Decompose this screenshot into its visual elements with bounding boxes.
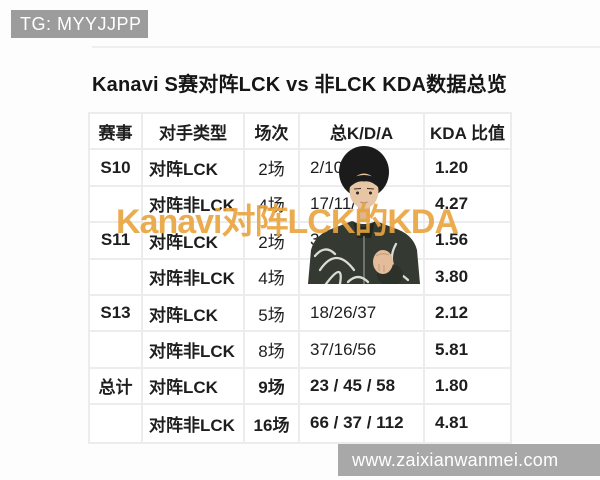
- cell-games: 4场: [245, 186, 300, 222]
- cell-ratio: 3.80: [435, 266, 469, 286]
- cell-opponent: 对阵LCK: [143, 295, 245, 331]
- page-title: Kanavi S赛对阵LCK vs 非LCK KDA数据总览: [92, 74, 507, 96]
- cell-opponent: 对阵LCK: [143, 368, 245, 404]
- cell-games: 4场: [245, 259, 300, 294]
- cell-ratio: 1.20: [435, 157, 469, 177]
- cell-opponent: 对阵LCK: [143, 150, 245, 185]
- cell-games: 2场: [245, 223, 300, 258]
- cell-kda: 23 / 45 / 58: [300, 368, 425, 404]
- cell-event: S10: [90, 150, 143, 185]
- table-row: 对阵非LCK 4场 17/11/ 4.27: [90, 186, 510, 224]
- kanavi-photo: [308, 146, 420, 284]
- cell-kda: [300, 259, 425, 294]
- cell-games: 9场: [245, 368, 300, 404]
- cell-event: [90, 259, 143, 294]
- cell-event: [90, 405, 143, 442]
- cell-opponent: 对阵非LCK: [143, 186, 245, 222]
- table-row: 对阵非LCK 8场 37/16/56 5.81: [90, 332, 510, 369]
- cell-kda: 3: [300, 223, 425, 258]
- site-watermark-bar: www.zaixianwanmei.com: [338, 444, 600, 476]
- header-games: 场次: [245, 114, 300, 149]
- cell-ratio: 2.12: [435, 303, 469, 323]
- cell-event: S11: [90, 223, 143, 258]
- cell-event: [90, 332, 143, 367]
- header-opponent: 对手类型: [143, 114, 245, 149]
- cell-opponent: 对阵非LCK: [143, 259, 245, 294]
- table-row: S10 对阵LCK 2场 2/10/ 1.20: [90, 150, 510, 187]
- cell-kda: 2/10/: [300, 150, 425, 185]
- table-row-totals: 总计 对阵LCK 9场 23 / 45 / 58 1.80: [90, 368, 510, 406]
- table-row: 对阵非LCK 4场 3.80: [90, 259, 510, 296]
- cell-games: 2场: [245, 150, 300, 185]
- cell-opponent: 对阵LCK: [143, 223, 245, 258]
- cell-games: 16场: [245, 405, 300, 442]
- cell-games: 5场: [245, 295, 300, 331]
- cell-opponent: 对阵非LCK: [143, 405, 245, 442]
- tg-watermark-badge: TG: MYYJJPP: [11, 10, 148, 38]
- cell-kda: 17/11/: [300, 186, 425, 222]
- cell-opponent: 对阵非LCK: [143, 332, 245, 367]
- cell-ratio: 4.27: [435, 193, 469, 213]
- kda-table: 赛事 对手类型 场次 总K/D/A KDA 比值 S10 对阵LCK 2场 2/…: [88, 112, 512, 444]
- cell-event: 总计: [90, 368, 143, 404]
- table-header-row: 赛事 对手类型 场次 总K/D/A KDA 比值: [90, 114, 510, 151]
- cell-kda: 37/16/56: [300, 332, 425, 367]
- cell-ratio: 4.81: [435, 413, 469, 433]
- cell-event: S13: [90, 295, 143, 331]
- divider: [92, 46, 600, 48]
- header-kda: 总K/D/A: [300, 114, 425, 149]
- cell-ratio: 5.81: [435, 339, 469, 359]
- cell-ratio: 1.56: [435, 230, 469, 250]
- cell-games: 8场: [245, 332, 300, 367]
- cell-event: [90, 186, 143, 222]
- table-row: S13 对阵LCK 5场 18/26/37 2.12: [90, 295, 510, 333]
- table-row: S11 对阵LCK 2场 3 1.56: [90, 223, 510, 260]
- table-row-totals: 对阵非LCK 16场 66 / 37 / 112 4.81: [90, 405, 510, 442]
- orange-watermark-text: Kanavi对阵LCK的KDA: [116, 203, 459, 241]
- cell-kda: 66 / 37 / 112: [300, 405, 425, 442]
- cell-ratio: 1.80: [435, 375, 469, 395]
- header-event: 赛事: [90, 114, 143, 149]
- header-ratio: KDA 比值: [430, 123, 505, 143]
- cell-kda: 18/26/37: [300, 295, 425, 331]
